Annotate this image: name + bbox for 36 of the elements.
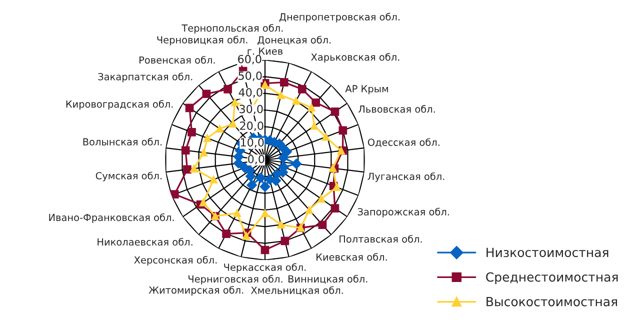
spoke-label: Донецкая обл. <box>258 36 331 45</box>
spoke-label: Кировоградская обл. <box>66 100 173 110</box>
y-tick-label: 60,0 <box>238 54 262 64</box>
spoke-label: Николаевская обл. <box>98 238 192 246</box>
spoke-label: Черновицкая обл. <box>157 36 248 46</box>
spoke-label: Черниговская обл. <box>188 274 282 285</box>
spoke-label: Запорожская обл. <box>358 208 449 218</box>
spoke-label: Сумская обл. <box>96 172 162 182</box>
spoke-label: Херсонская обл. <box>134 256 217 266</box>
spoke-label: г. Киев <box>248 48 283 55</box>
spoke-label: Винницкая обл. <box>288 274 368 284</box>
spoke-label: Полтавская обл. <box>340 235 422 243</box>
y-tick-label: 40,0 <box>238 88 262 98</box>
legend-label: Низкостоимостная <box>486 248 608 258</box>
y-tick-label: 0,0 <box>248 154 264 164</box>
spoke-label: Киевская обл. <box>316 253 387 261</box>
spoke-label: Закарпатская обл. <box>98 72 192 82</box>
spoke-label: Одесская обл. <box>368 138 440 148</box>
y-tick-label: 10,0 <box>240 138 264 148</box>
spoke-label: Тернопольская обл. <box>182 24 283 34</box>
spoke-label: Днепропетровская обл. <box>279 12 400 22</box>
legend-label: Среднестоимостная <box>486 272 618 284</box>
y-tick-label: 30,0 <box>240 104 263 114</box>
spoke-label: Ивано-Франковская обл. <box>49 213 174 223</box>
spoke-label: АР Крым <box>345 85 388 94</box>
y-tick-label: 50,0 <box>238 72 262 82</box>
legend-label: Высокостоимостная <box>486 297 617 306</box>
spoke-label: Житомирская обл. <box>148 286 244 296</box>
spoke-label: Хмельницкая обл. <box>250 286 343 296</box>
spoke-label: Луганская обл. <box>368 172 444 182</box>
spoke-label: Харьковская обл. <box>311 53 400 63</box>
spoke-label: Черкасская обл. <box>224 263 306 273</box>
spoke-label: Волынская обл. <box>83 138 162 146</box>
spoke-label: Львовская обл. <box>358 105 435 113</box>
y-tick-label: 20,0 <box>240 122 264 132</box>
spoke-label: Ровенская обл. <box>140 56 215 64</box>
